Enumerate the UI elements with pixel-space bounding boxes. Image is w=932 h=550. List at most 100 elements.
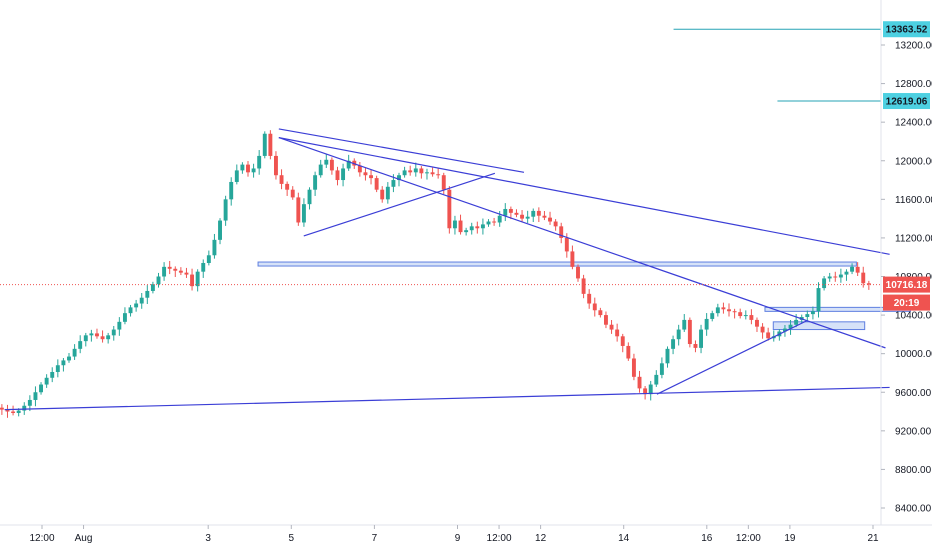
candle-body bbox=[39, 384, 43, 393]
candle-body bbox=[436, 174, 441, 176]
candle-body bbox=[710, 313, 715, 319]
candle-body bbox=[464, 230, 469, 233]
candle-body bbox=[111, 329, 116, 336]
candle-body bbox=[117, 321, 122, 330]
y-tick-label: 13200.00 bbox=[895, 41, 932, 52]
candle-body bbox=[391, 180, 396, 187]
trend-line bbox=[656, 320, 807, 395]
candle-body bbox=[229, 181, 234, 200]
candle-body bbox=[492, 221, 497, 223]
candle-body bbox=[27, 399, 32, 406]
x-tick-label: 14 bbox=[618, 533, 630, 544]
candle-body bbox=[167, 266, 172, 269]
y-tick-label: 9200.00 bbox=[895, 426, 932, 437]
candle-body bbox=[682, 319, 687, 330]
countdown-badge-bg bbox=[883, 294, 930, 311]
countdown-badge: 20:19 bbox=[894, 298, 920, 309]
candle-body bbox=[385, 186, 390, 200]
candle-body bbox=[425, 172, 429, 174]
candle-body bbox=[55, 365, 60, 372]
candle-body bbox=[671, 339, 676, 349]
candle-body bbox=[279, 175, 284, 184]
candle-body bbox=[822, 278, 827, 289]
candle-body bbox=[307, 189, 312, 205]
x-tick-label: Aug bbox=[75, 533, 93, 544]
candle-body bbox=[201, 262, 206, 272]
candle-body bbox=[212, 239, 217, 256]
candle-body bbox=[441, 175, 446, 190]
candle-body bbox=[654, 374, 659, 385]
y-tick-label: 9600.00 bbox=[895, 388, 932, 399]
y-tick-label: 11200.00 bbox=[895, 233, 932, 244]
candle-body bbox=[145, 290, 150, 298]
candle-body bbox=[178, 270, 183, 273]
y-tick-label: 12800.00 bbox=[895, 79, 932, 90]
candle-body bbox=[78, 341, 83, 349]
candle-body bbox=[788, 324, 793, 329]
candle-body bbox=[514, 212, 519, 215]
candle-body bbox=[715, 307, 720, 314]
price-badges: 13363.52 12619.06 10716.18 20:19 bbox=[883, 21, 930, 311]
candle-body bbox=[458, 220, 463, 233]
candle-body bbox=[397, 175, 401, 181]
candle-body bbox=[548, 217, 552, 222]
candle-body bbox=[262, 133, 267, 156]
candle-body bbox=[805, 314, 810, 318]
candle-body bbox=[553, 221, 558, 227]
candle-body bbox=[721, 307, 726, 310]
candle-body bbox=[296, 197, 301, 223]
candle-body bbox=[122, 313, 127, 322]
candle-body bbox=[699, 329, 704, 348]
candle-body bbox=[50, 371, 55, 378]
candle-body bbox=[380, 189, 385, 200]
candle-body bbox=[665, 348, 670, 364]
resistance-zone bbox=[772, 321, 866, 331]
candle-body bbox=[598, 310, 603, 316]
candle-body bbox=[475, 226, 480, 229]
x-tick-label: 12 bbox=[535, 533, 547, 544]
candle-body bbox=[156, 276, 161, 285]
candle-body bbox=[486, 221, 491, 225]
last-price-badge-bg bbox=[883, 276, 930, 293]
candle-body bbox=[794, 319, 799, 325]
candle-body bbox=[33, 392, 38, 400]
candle-body bbox=[609, 324, 614, 330]
y-tick-label: 10400.00 bbox=[895, 311, 932, 322]
y-tick-label: 8800.00 bbox=[895, 465, 932, 476]
candle-body bbox=[520, 214, 525, 219]
x-tick-label: 9 bbox=[455, 533, 461, 544]
candle-body bbox=[693, 344, 698, 348]
candle-body bbox=[240, 164, 245, 171]
y-tick-label: 12400.00 bbox=[895, 118, 932, 129]
horizontal-levels bbox=[673, 28, 881, 102]
x-tick-label: 7 bbox=[372, 533, 378, 544]
candle-body bbox=[419, 168, 424, 174]
candle-body bbox=[301, 204, 306, 223]
candle-body bbox=[576, 266, 580, 279]
candle-body bbox=[637, 376, 642, 389]
candle-body bbox=[251, 168, 256, 173]
candle-body bbox=[374, 178, 379, 190]
x-tick-label: 12:00 bbox=[29, 533, 54, 544]
candle-body bbox=[648, 384, 653, 395]
candle-body bbox=[833, 276, 838, 278]
resistance-zone bbox=[257, 261, 857, 267]
trend-line bbox=[278, 137, 886, 349]
y-tick-label: 10000.00 bbox=[895, 349, 932, 360]
x-tick-label: 5 bbox=[289, 533, 295, 544]
last-price-badge: 10716.18 bbox=[886, 280, 928, 291]
candle-body bbox=[89, 333, 94, 336]
candle-body bbox=[357, 165, 362, 173]
candle-body bbox=[727, 309, 731, 312]
candle-body bbox=[413, 168, 418, 173]
candle-body bbox=[285, 183, 290, 190]
candle-body bbox=[195, 271, 200, 287]
candle-body bbox=[206, 255, 211, 263]
candle-body bbox=[497, 215, 502, 223]
candle-body bbox=[827, 276, 832, 279]
candle-body bbox=[329, 159, 334, 171]
candle-body bbox=[626, 345, 631, 359]
candle-body bbox=[274, 155, 278, 176]
